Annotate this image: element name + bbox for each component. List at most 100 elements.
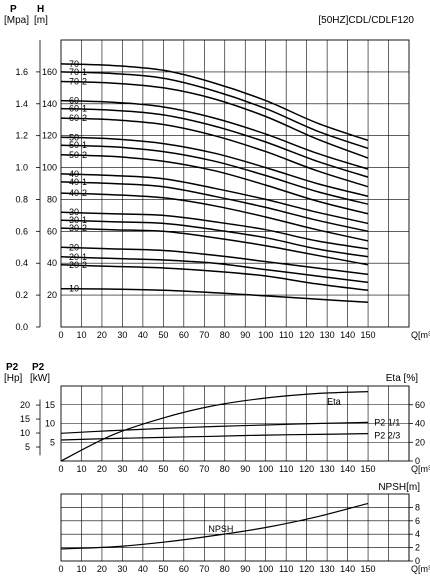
- head-curve-line: [60, 219, 369, 258]
- power-curve-line: [60, 421, 369, 434]
- power-hp-tick-label: 10: [20, 428, 30, 438]
- power-left-symbol-kw: P2: [32, 362, 45, 373]
- npsh-tick-label: 2: [415, 543, 420, 553]
- head-curve-line: [60, 80, 369, 159]
- main-right-unit: [m]: [34, 15, 48, 26]
- npsh-x-tick-label: 20: [97, 564, 107, 574]
- power-x-tick-label: 70: [199, 464, 209, 474]
- head-curve-label: -70-2: [66, 76, 87, 86]
- power-x-tick-label: 90: [240, 464, 250, 474]
- head-curve-line: [60, 181, 369, 233]
- npsh-x-tick-label: 50: [158, 564, 168, 574]
- head-curve-line: [60, 117, 369, 188]
- power-x-tick-label: 150: [361, 464, 376, 474]
- npsh-x-tick-label: 110: [279, 564, 293, 574]
- npsh-frame: [60, 493, 410, 562]
- main-p-tick-label: 0.4: [15, 258, 28, 268]
- npsh-tick-label: 8: [415, 502, 420, 512]
- head-curve-line: [60, 71, 369, 150]
- p2-full-curve-label: P2 1/1: [374, 417, 400, 427]
- main-x-tick-label: 90: [240, 330, 250, 340]
- power-x-tick-label: 20: [97, 464, 107, 474]
- npsh-tick-label: 6: [415, 516, 420, 526]
- head-curve-label: -30-1: [66, 215, 87, 225]
- npsh-x-tick-label: 60: [179, 564, 189, 574]
- main-x-tick-label: 60: [179, 330, 189, 340]
- main-h-tick-label: 160: [42, 67, 57, 77]
- power-right-label: Eta [%]: [386, 373, 418, 384]
- head-curve-label: -60-1: [66, 104, 87, 114]
- npsh-x-tick-label: 130: [320, 564, 335, 574]
- head-curve-line: [60, 192, 369, 242]
- head-curve-line: [60, 246, 369, 276]
- main-left-unit: [Mpa]: [4, 15, 29, 26]
- main-h-tick-label: 120: [42, 131, 57, 141]
- main-h-tick-label: 80: [47, 194, 57, 204]
- power-x-tick-label: 120: [299, 464, 314, 474]
- power-x-axis-label: Q[m³/h]: [411, 464, 430, 474]
- power-left-symbol-hp: P2: [6, 362, 19, 373]
- main-x-tick-label: 140: [340, 330, 355, 340]
- main-p-tick-label: 1.2: [15, 131, 28, 141]
- main-p-tick-label: 1.0: [15, 163, 28, 173]
- npsh-x-tick-label: 140: [340, 564, 355, 574]
- npsh-curve-line: [60, 502, 369, 550]
- head-curve-label: -30-2: [66, 223, 87, 233]
- power-kw-tick-label: 10: [45, 419, 55, 429]
- npsh-x-tick-label: 100: [258, 564, 273, 574]
- npsh-x-tick-label: 30: [117, 564, 127, 574]
- npsh-tick-label: 0: [415, 556, 420, 566]
- main-right-symbol: H: [37, 4, 44, 15]
- power-eta-tick-label: 40: [415, 419, 425, 429]
- main-x-tick-label: 10: [76, 330, 86, 340]
- main-x-tick-label: 40: [138, 330, 148, 340]
- power-x-tick-label: 60: [179, 464, 189, 474]
- power-eta-tick-label: 20: [415, 437, 425, 447]
- npsh-x-tick-label: 40: [138, 564, 148, 574]
- npsh-x-axis-label: Q[m³/h]: [411, 564, 430, 574]
- power-efficiency-plot: 5 10 15 5 10 15 20 0 20 40 60 0 10 20 30 40 50 60 70 80 90 10…: [20, 385, 430, 474]
- main-h-tick-label: 40: [47, 258, 57, 268]
- npsh-curve-label: NPSH: [208, 524, 233, 534]
- main-x-axis-label: Q[m³/h]: [411, 330, 430, 340]
- head-curve-label: -40: [66, 169, 79, 179]
- head-curve-line: [60, 227, 369, 266]
- npsh-x-tick-label: 80: [220, 564, 230, 574]
- main-h-tick-label: 140: [42, 99, 57, 109]
- main-x-tick-label: 80: [220, 330, 230, 340]
- head-curve-line: [60, 136, 369, 198]
- main-p-tick-label: 1.6: [15, 67, 28, 77]
- power-x-tick-label: 100: [258, 464, 273, 474]
- npsh-tick-label: 4: [415, 529, 420, 539]
- main-h-tick-label: 60: [47, 226, 57, 236]
- power-kw-tick-label: 15: [45, 400, 55, 410]
- power-hp-tick-label: 20: [20, 400, 30, 410]
- power-eta-tick-label: 60: [415, 400, 425, 410]
- npsh-right-label: NPSH[m]: [378, 482, 420, 493]
- power-hp-tick-label: 5: [25, 442, 30, 452]
- p2-two-thirds-curve-label: P2 2/3: [374, 431, 400, 441]
- main-chart-title: [50HZ]CDL/CDLF120: [318, 15, 414, 26]
- main-x-tick-label: 130: [320, 330, 335, 340]
- power-x-tick-label: 140: [340, 464, 355, 474]
- power-x-tick-label: 30: [117, 464, 127, 474]
- main-p-tick-label: 0.0: [15, 322, 28, 332]
- main-x-tick-label: 30: [117, 330, 127, 340]
- head-curve-line: [60, 256, 369, 284]
- main-x-tick-label: 70: [199, 330, 209, 340]
- main-p-tick-label: 0.2: [15, 290, 28, 300]
- power-left-unit-kw: [kW]: [30, 373, 50, 384]
- main-x-tick-label: 120: [299, 330, 314, 340]
- head-curve-label: -30: [66, 207, 79, 217]
- main-x-tick-label: 50: [158, 330, 168, 340]
- power-left-unit-hp: [Hp]: [4, 373, 23, 384]
- power-x-tick-label: 10: [76, 464, 86, 474]
- power-x-tick-label: 130: [320, 464, 335, 474]
- main-left-symbol: P: [10, 4, 17, 15]
- head-curve-label: -50-2: [66, 150, 87, 160]
- head-curve-line: [60, 173, 369, 225]
- head-curve-line: [60, 264, 369, 292]
- head-curve-label: -70: [66, 59, 79, 69]
- head-curve-label: -60-2: [66, 113, 87, 123]
